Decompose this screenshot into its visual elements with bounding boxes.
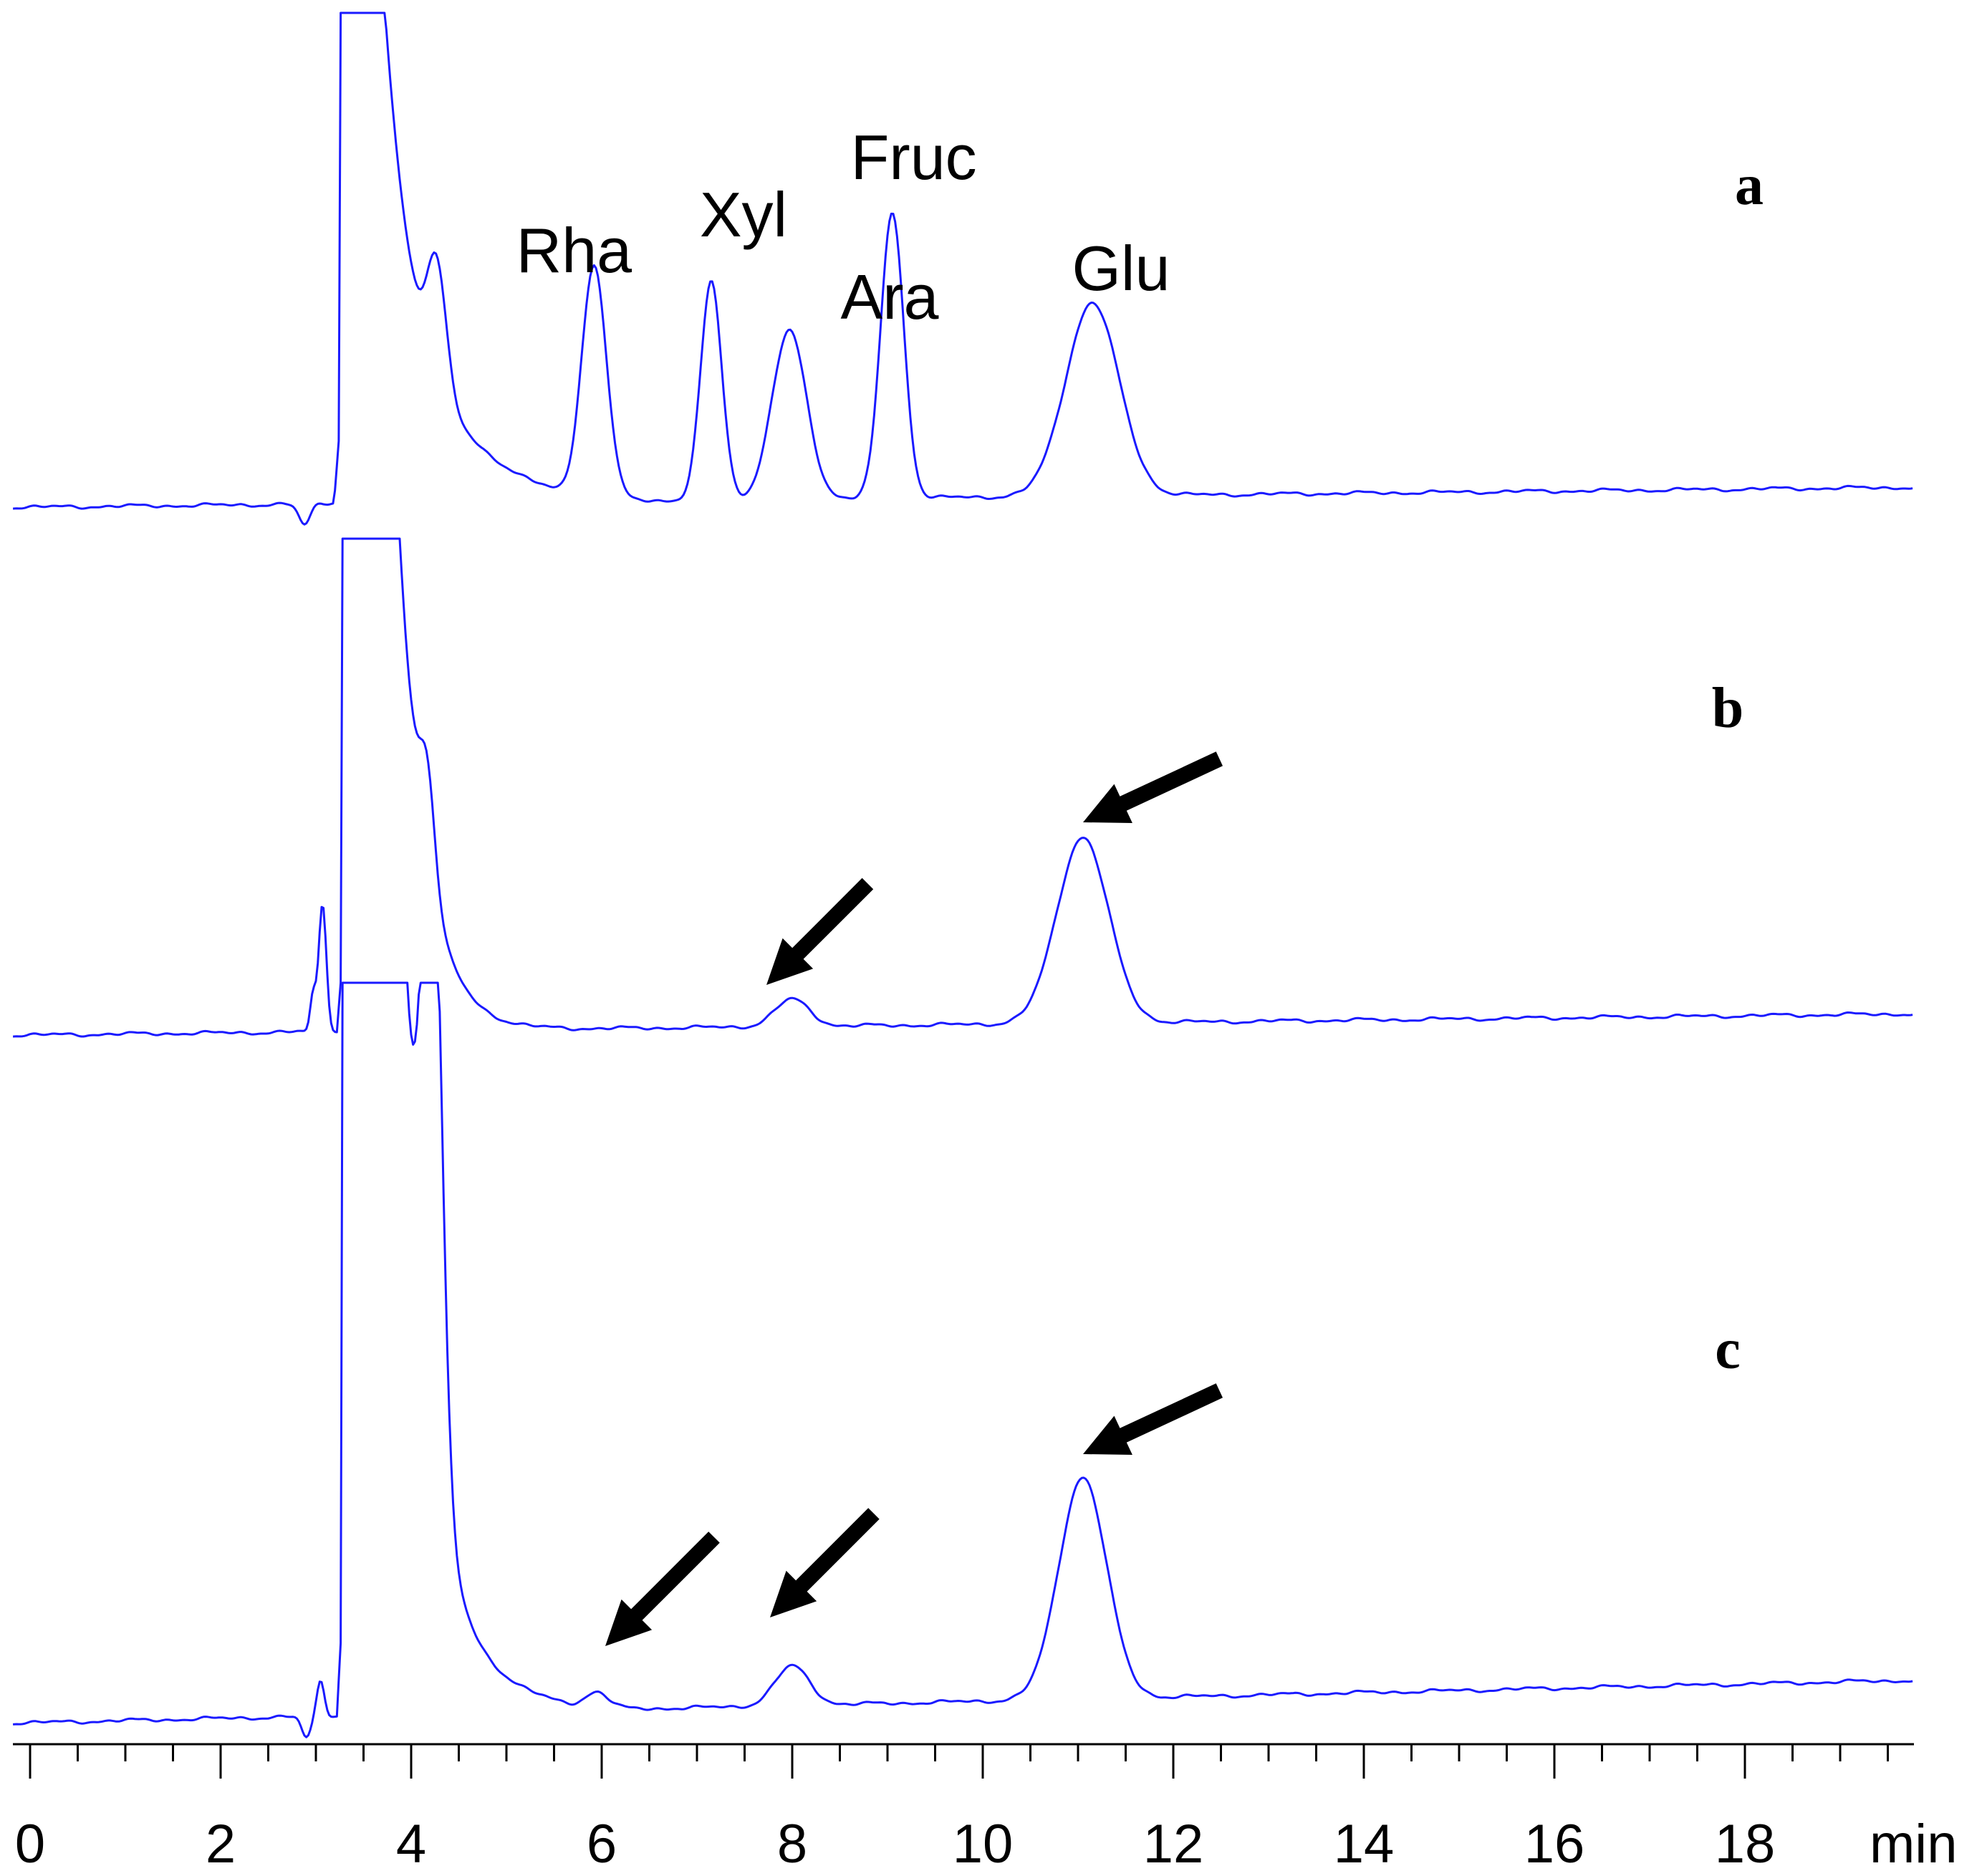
peak-label-rha: Rha <box>516 215 632 286</box>
peak-label-ara: Ara <box>841 261 939 332</box>
x-tick-label: 12 <box>1143 1814 1204 1875</box>
peak-label-fruc: Fruc <box>851 122 977 193</box>
trace-b <box>12 537 1913 1038</box>
x-tick-label: 18 <box>1715 1814 1776 1875</box>
arrow-2 <box>1083 751 1223 823</box>
trace-a <box>12 11 1913 526</box>
x-tick-label: 10 <box>953 1814 1014 1875</box>
x-tick-label: 8 <box>777 1814 807 1875</box>
arrow-3 <box>605 1531 720 1646</box>
x-axis-label: min <box>1870 1814 1957 1875</box>
trace-labels-group: a b c <box>1712 154 1764 1381</box>
arrow-5 <box>1083 1383 1223 1455</box>
x-ticks-group: 0 2 4 6 8 10 12 14 16 18 <box>15 1744 1889 1875</box>
x-tick-label: 16 <box>1524 1814 1585 1875</box>
x-tick-label: 6 <box>587 1814 617 1875</box>
trace-label-a: a <box>1735 154 1764 217</box>
peak-labels-group: Rha Xyl Ara Fruc Glu <box>516 122 1170 332</box>
arrow-1 <box>766 877 874 985</box>
x-tick-label: 14 <box>1334 1814 1395 1875</box>
trace-label-b: b <box>1712 677 1744 740</box>
peak-label-glu: Glu <box>1072 233 1170 304</box>
arrows-group <box>605 751 1223 1646</box>
x-tick-label: 4 <box>396 1814 426 1875</box>
x-tick-label: 0 <box>15 1814 45 1875</box>
x-tick-label: 2 <box>206 1814 236 1875</box>
arrow-4 <box>770 1508 880 1617</box>
trace-c <box>12 981 1913 1738</box>
traces-group <box>12 11 1913 1738</box>
peak-label-xyl: Xyl <box>700 179 787 250</box>
trace-label-c: c <box>1715 1318 1741 1381</box>
